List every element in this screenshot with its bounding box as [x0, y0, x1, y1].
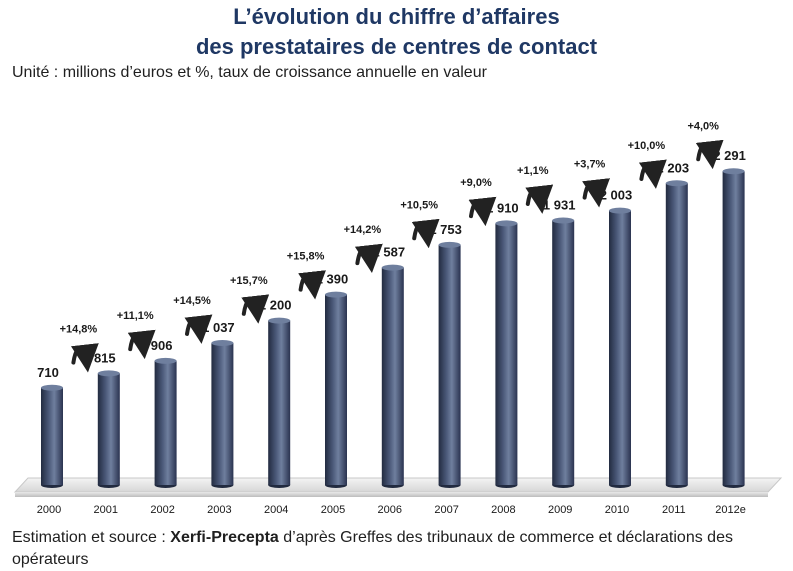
bar-2001 — [97, 370, 120, 488]
source-bold: Xerfi-Precepta — [170, 529, 279, 546]
growth-label-2012e: +4,0% — [687, 120, 719, 132]
category-label-2000: 2000 — [37, 504, 61, 516]
growth-2001: +14,8% — [60, 324, 99, 373]
category-label-2010: 2010 — [605, 504, 629, 516]
chart-subtitle: Unité : millions d’euros et %, taux de c… — [12, 64, 487, 81]
value-label-2001: 815 — [94, 350, 116, 365]
bar-2010 — [609, 207, 631, 488]
growth-2003: +14,5% — [173, 295, 213, 344]
growth-label-2008: +9,0% — [460, 177, 492, 189]
value-label-2007: 1 753 — [429, 222, 462, 237]
value-label-2010: 2 003 — [600, 188, 633, 203]
category-label-2011: 2011 — [662, 504, 686, 516]
growth-2010: +3,7% — [574, 159, 610, 208]
growth-label-2004: +15,7% — [230, 275, 268, 287]
bar-2000 — [41, 384, 63, 488]
growth-2002: +11,1% — [117, 310, 156, 360]
bar-2003 — [211, 339, 234, 488]
category-label-2004: 2004 — [264, 504, 288, 516]
growth-2011: +10,0% — [628, 140, 667, 189]
growth-label-2006: +14,2% — [344, 224, 382, 236]
chart-title-line-2: des prestataires de centres de contact — [195, 34, 598, 59]
category-label-2002: 2002 — [150, 504, 174, 516]
growth-label-2001: +14,8% — [60, 324, 98, 336]
category-label-2006: 2006 — [378, 504, 402, 516]
bar-2006 — [381, 264, 404, 488]
value-label-2009: 1 931 — [543, 198, 576, 213]
growth-label-2010: +3,7% — [574, 159, 606, 171]
category-label-2009: 2009 — [548, 504, 572, 516]
value-label-2000: 710 — [37, 365, 59, 380]
source-prefix: Estimation et source : — [12, 529, 171, 546]
category-label-2005: 2005 — [321, 504, 345, 516]
growth-2009: +1,1% — [517, 165, 554, 214]
growth-label-2002: +11,1% — [117, 310, 154, 322]
growth-2012e: +4,0% — [687, 120, 724, 170]
bar-2008 — [495, 220, 518, 488]
category-label-2008: 2008 — [491, 504, 515, 516]
bar-2009 — [552, 217, 575, 488]
source-suffix: d’après Greffes des tribunaux de commerc… — [12, 529, 733, 568]
value-label-2002: 906 — [151, 338, 173, 353]
growth-2004: +15,7% — [230, 275, 270, 324]
growth-2006: +14,2% — [344, 224, 383, 274]
value-label-2003: 1 037 — [202, 320, 235, 335]
growth-label-2007: +10,5% — [400, 199, 438, 211]
chart-title-line-1: L’évolution du chiffre d’affaires — [233, 4, 560, 29]
category-label-2001: 2001 — [94, 504, 118, 516]
growth-label-2011: +10,0% — [628, 140, 666, 152]
growth-2008: +9,0% — [460, 177, 497, 227]
growth-2007: +10,5% — [400, 199, 440, 249]
value-label-2004: 1 200 — [259, 298, 292, 313]
bar-2005 — [325, 291, 347, 488]
growth-2005: +15,8% — [287, 251, 326, 300]
value-label-2005: 1 390 — [316, 272, 349, 287]
bar-2012e — [722, 168, 745, 488]
growth-label-2003: +14,5% — [173, 295, 211, 307]
value-label-2011: 2 203 — [657, 160, 690, 175]
growth-label-2005: +15,8% — [287, 251, 325, 263]
category-label-2012e: 2012e — [715, 504, 746, 516]
growth-label-2009: +1,1% — [517, 165, 549, 177]
bar-2004 — [268, 317, 291, 488]
source-note: Estimation et source : Xerfi-Precepta d’… — [12, 527, 782, 571]
category-label-2003: 2003 — [207, 504, 231, 516]
value-label-2008: 1 910 — [486, 200, 519, 215]
bar-2002 — [154, 357, 177, 488]
bar-2007 — [438, 241, 461, 488]
value-label-2006: 1 587 — [373, 245, 406, 260]
value-label-2012e: 2 291 — [713, 148, 746, 163]
category-label-2007: 2007 — [434, 504, 458, 516]
bar-2011 — [665, 180, 688, 488]
